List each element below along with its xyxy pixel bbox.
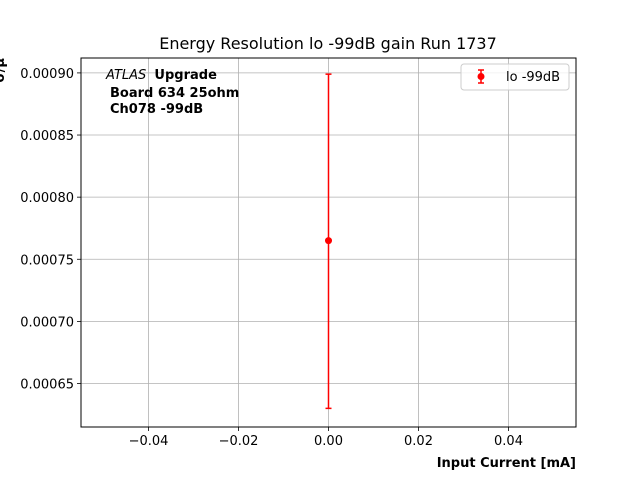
x-tick-label: −0.04 bbox=[129, 434, 169, 449]
legend: lo -99dB bbox=[460, 63, 570, 91]
legend-label: lo -99dB bbox=[506, 70, 560, 85]
annotation-atlas: ATLAS Upgrade bbox=[105, 68, 217, 83]
annotation-channel: Ch078 -99dB bbox=[110, 102, 203, 117]
x-tick-label: 0.04 bbox=[494, 434, 523, 449]
y-tick-label: 0.00090 bbox=[20, 67, 74, 82]
x-tick-label: 0.02 bbox=[404, 434, 433, 449]
x-tick-label: −0.02 bbox=[219, 434, 259, 449]
y-tick-label: 0.00065 bbox=[20, 378, 74, 393]
y-tick-label: 0.00085 bbox=[20, 129, 74, 144]
y-tick-label: 0.00070 bbox=[20, 315, 74, 330]
annotation-atlas-label: ATLAS bbox=[105, 68, 146, 83]
x-axis-ticks: −0.04 −0.02 0.00 0.02 0.04 bbox=[129, 427, 523, 449]
data-point bbox=[325, 237, 332, 245]
data-layer bbox=[325, 73, 332, 410]
x-axis-label: Input Current [mA] bbox=[437, 456, 576, 471]
y-axis-ticks: 0.00065 0.00070 0.00075 0.00080 0.00085 0.000… bbox=[20, 67, 81, 393]
legend-marker bbox=[477, 73, 485, 80]
chart-title: Energy Resolution lo -99dB gain Run 1737 bbox=[159, 34, 497, 53]
x-tick-label: 0.00 bbox=[314, 434, 343, 449]
y-tick-label: 0.00080 bbox=[20, 191, 74, 206]
plot-frame bbox=[80, 57, 577, 428]
legend-box bbox=[460, 63, 570, 91]
annotation-upgrade-label: Upgrade bbox=[154, 68, 217, 83]
y-axis-label: σ/μ bbox=[0, 58, 8, 83]
y-tick-label: 0.00075 bbox=[20, 253, 74, 268]
annotation-board: Board 634 25ohm bbox=[110, 86, 239, 101]
